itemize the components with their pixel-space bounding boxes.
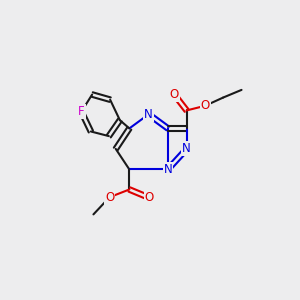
Text: O: O — [105, 191, 114, 204]
Text: O: O — [200, 99, 210, 112]
Text: N: N — [182, 142, 191, 155]
Text: O: O — [145, 191, 154, 204]
Text: N: N — [144, 108, 153, 121]
Text: F: F — [78, 105, 85, 118]
Text: N: N — [164, 163, 172, 176]
Text: O: O — [170, 88, 179, 101]
